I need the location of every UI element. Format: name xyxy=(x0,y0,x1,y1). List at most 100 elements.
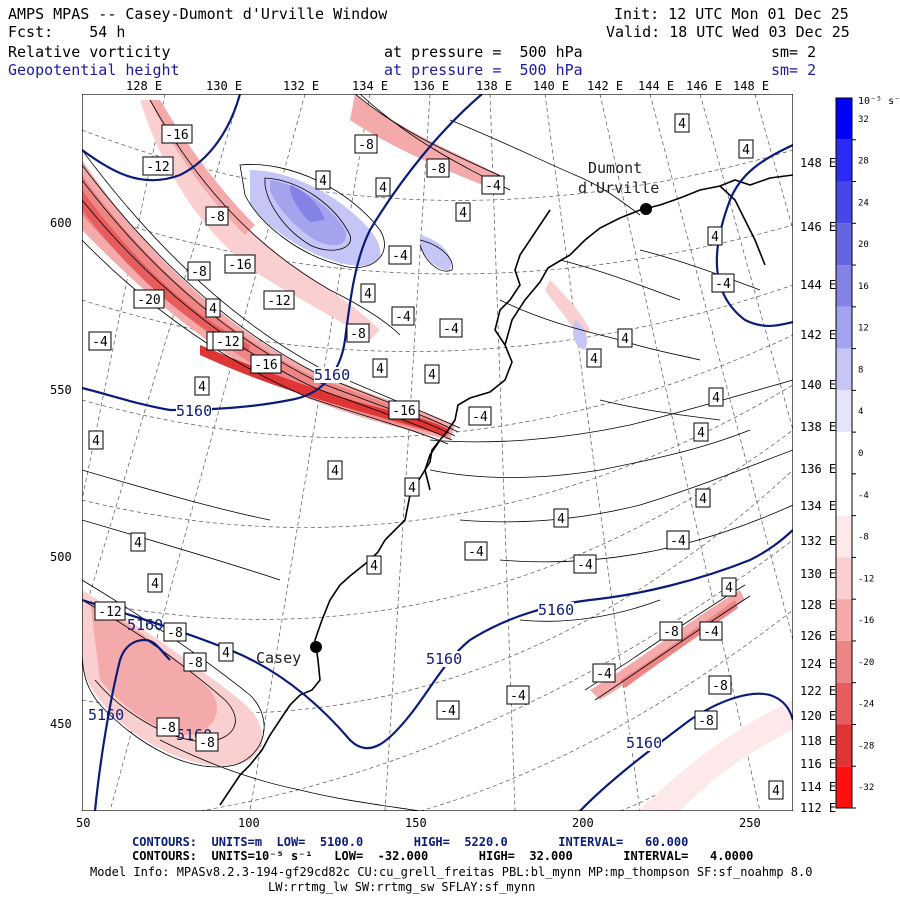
vorticity-label-text: -4 xyxy=(392,249,408,264)
vorticity-label-text: 4 xyxy=(331,464,339,479)
vorticity-label-text: 4 xyxy=(557,512,565,527)
vorticity-label-box xyxy=(694,710,718,730)
colorbar-tick-label: -24 xyxy=(858,700,874,710)
lon-label-top: 130 E xyxy=(206,79,243,93)
vorticity-label-box xyxy=(354,134,378,154)
lon-label-top: 138 E xyxy=(476,79,513,93)
colorbar-tick-label: 32 xyxy=(858,115,869,125)
vorticity-label-text: 4 xyxy=(92,434,100,449)
vorticity-label-text: -8 xyxy=(712,679,728,694)
vorticity-label-box xyxy=(156,717,180,737)
valid-time: Valid: 18 UTC Wed 03 Dec 25 xyxy=(606,23,850,41)
vorticity-label-text: 4 xyxy=(459,206,467,221)
vorticity-label: -16 xyxy=(388,400,420,420)
vorticity-label: 4 xyxy=(205,298,221,318)
vorticity-label-box xyxy=(195,732,219,752)
vorticity-label-text: -16 xyxy=(392,404,415,419)
vorticity-label-text: -16 xyxy=(165,128,188,143)
vorticity-label: 4 xyxy=(88,430,104,450)
vorticity-label: -4 xyxy=(506,685,530,705)
vorticity-label-box xyxy=(163,622,187,642)
height-label: 5160 xyxy=(426,650,463,668)
vorticity-label-text: -8 xyxy=(160,721,176,736)
vorticity-label: -4 xyxy=(468,406,492,426)
vorticity-label: -16 xyxy=(161,124,193,144)
vorticity-label-text: -4 xyxy=(670,534,686,549)
vorticity-label-box xyxy=(346,323,370,343)
lon-label-top: 134 E xyxy=(352,79,389,93)
init-time: Init: 12 UTC Mon 01 Dec 25 xyxy=(614,5,849,23)
vorticity-label-text: -8 xyxy=(199,736,215,751)
vorticity-label-text: -12 xyxy=(146,160,169,175)
vorticity-label-box xyxy=(506,685,530,705)
vorticity-label: -12 xyxy=(263,290,295,310)
vorticity-label-text: 4 xyxy=(711,230,719,245)
grid-label-y: 450 xyxy=(50,717,72,731)
vorticity-label: -4 xyxy=(592,663,616,683)
vorticity-label-box xyxy=(426,158,450,178)
lon-label-top: 146 E xyxy=(686,79,723,93)
vorticity-label-text: -8 xyxy=(191,265,207,280)
vorticity-label-text: 4 xyxy=(772,784,780,799)
field1-level: at pressure = 500 hPa xyxy=(384,43,583,61)
vorticity-label-box xyxy=(224,254,256,274)
vorticity-label-text: -4 xyxy=(703,625,719,640)
vorticity-label-box xyxy=(250,354,282,374)
vorticity-label: -8 xyxy=(659,621,683,641)
vorticity-label: 4 xyxy=(327,460,343,480)
lon-label-right: 136 E xyxy=(800,462,837,476)
vorticity-label: -20 xyxy=(133,289,165,309)
colorbar-swatch xyxy=(836,98,852,140)
colorbar-tick-label: -4 xyxy=(858,491,869,501)
vorticity-label-text: -8 xyxy=(350,327,366,342)
vorticity-label: 4 xyxy=(617,328,633,348)
vorticity-label-box xyxy=(133,289,165,309)
vorticity-label: 4 xyxy=(404,477,420,497)
vorticity-label-box xyxy=(708,675,732,695)
colorbar-swatch xyxy=(836,724,852,767)
vorticity-label: -12 xyxy=(94,601,126,621)
vorticity-label-box xyxy=(94,601,126,621)
vorticity-label-text: -4 xyxy=(596,667,612,682)
map-panel xyxy=(82,94,793,811)
vorticity-label-text: 4 xyxy=(222,646,230,661)
vorticity-label: 4 xyxy=(315,170,331,190)
vorticity-label-text: -12 xyxy=(98,605,121,620)
vorticity-label-box xyxy=(147,573,163,593)
lon-label-right: 112 E xyxy=(800,801,837,815)
colorbar-swatch xyxy=(836,640,852,683)
vorticity-label-text: -4 xyxy=(472,410,488,425)
vorticity-label-box xyxy=(711,273,735,293)
vorticity-label: 4 xyxy=(586,348,602,368)
vorticity-label-text: 4 xyxy=(134,536,142,551)
height-label: 5160 xyxy=(176,402,213,420)
vorticity-label-box xyxy=(404,477,420,497)
vorticity-label: -4 xyxy=(666,530,690,550)
vorticity-label-text: -8 xyxy=(698,714,714,729)
vorticity-label-box xyxy=(573,554,597,574)
vorticity-label-text: -16 xyxy=(254,358,277,373)
coastline xyxy=(219,174,793,806)
station-casey-marker xyxy=(310,641,322,653)
colorbar-tick-label: -8 xyxy=(858,533,869,543)
grid-label-x: 50 xyxy=(76,816,91,830)
vorticity-label: 4 xyxy=(455,202,471,222)
field2-name: Geopotential height xyxy=(8,61,180,79)
lon-label-right: 140 E xyxy=(800,378,837,392)
colorbar-tick-label: 28 xyxy=(858,157,869,167)
vorticity-label-box xyxy=(659,621,683,641)
lon-label-right: 130 E xyxy=(800,567,837,581)
vorticity-label: -8 xyxy=(205,206,229,226)
vorticity-label-text: -12 xyxy=(267,294,290,309)
field1-smooth: sm= 2 xyxy=(771,43,817,61)
footer-model-info: Model Info: MPASv8.2.3-194-gf29cd82c CU:… xyxy=(90,865,813,879)
vorticity-label: -4 xyxy=(464,541,488,561)
lon-label-right: 142 E xyxy=(800,328,837,342)
vorticity-label: 4 xyxy=(693,422,709,442)
vorticity-label-box xyxy=(699,621,723,641)
vorticity-label-box xyxy=(707,226,723,246)
colorbar-tick-label: 16 xyxy=(858,282,869,292)
vorticity-label-text: 4 xyxy=(590,352,598,367)
colorbar-tick-label: 8 xyxy=(858,365,863,375)
colorbar-swatch xyxy=(836,306,852,349)
